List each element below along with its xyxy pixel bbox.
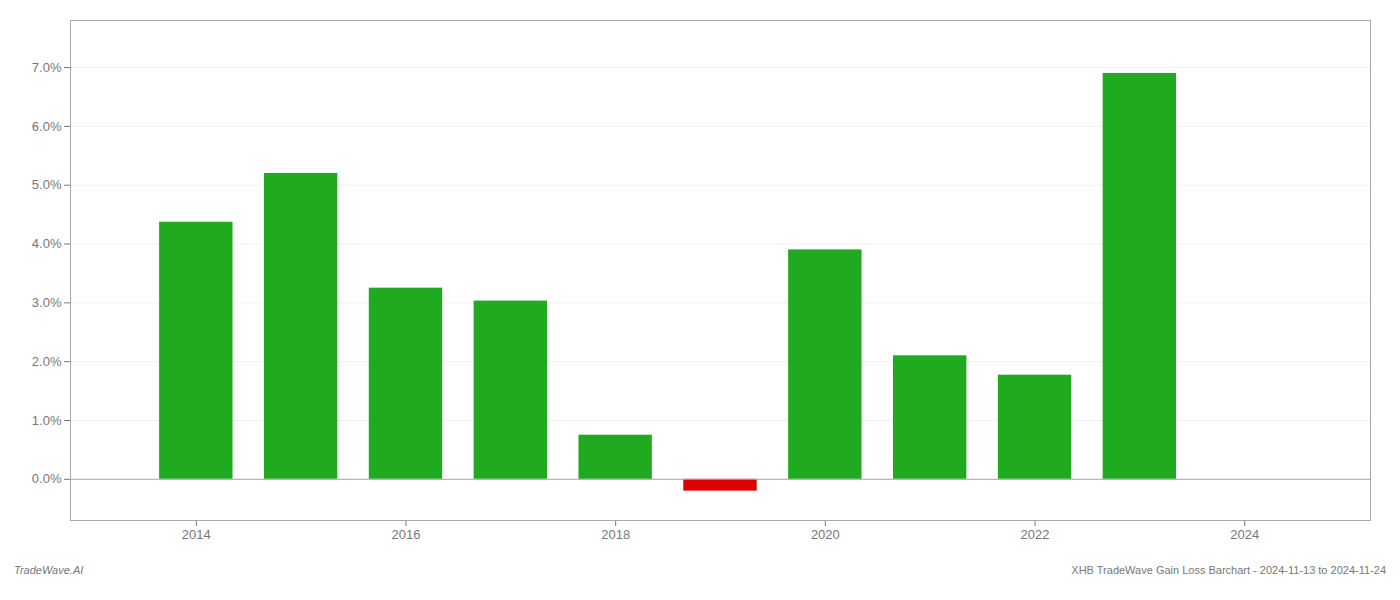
svg-text:2014: 2014 xyxy=(182,527,211,542)
html-text:XHB TradeWave Gain Loss Barcha: XHB TradeWave Gain Loss Barchart - 2024-… xyxy=(1071,564,1386,576)
svg-text:2.0%: 2.0% xyxy=(32,354,62,369)
svg-text:2020: 2020 xyxy=(811,527,840,542)
svg-text:3.0%: 3.0% xyxy=(32,295,62,310)
svg-text:5.0%: 5.0% xyxy=(32,177,62,192)
svg-text:4.0%: 4.0% xyxy=(32,236,62,251)
html-text:TradeWave.AI: TradeWave.AI xyxy=(14,564,84,576)
svg-text:0.0%: 0.0% xyxy=(32,471,62,486)
svg-text:2018: 2018 xyxy=(601,527,630,542)
svg-text:7.0%: 7.0% xyxy=(32,60,62,75)
svg-text:1.0%: 1.0% xyxy=(32,413,62,428)
svg-text:2016: 2016 xyxy=(392,527,421,542)
svg-text:2024: 2024 xyxy=(1230,527,1259,542)
svg-text:6.0%: 6.0% xyxy=(32,119,62,134)
svg-text:2022: 2022 xyxy=(1021,527,1050,542)
